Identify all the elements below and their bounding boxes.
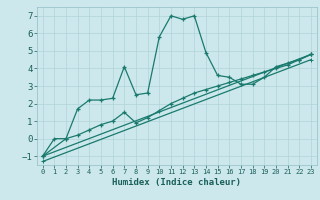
X-axis label: Humidex (Indice chaleur): Humidex (Indice chaleur)	[112, 178, 241, 187]
